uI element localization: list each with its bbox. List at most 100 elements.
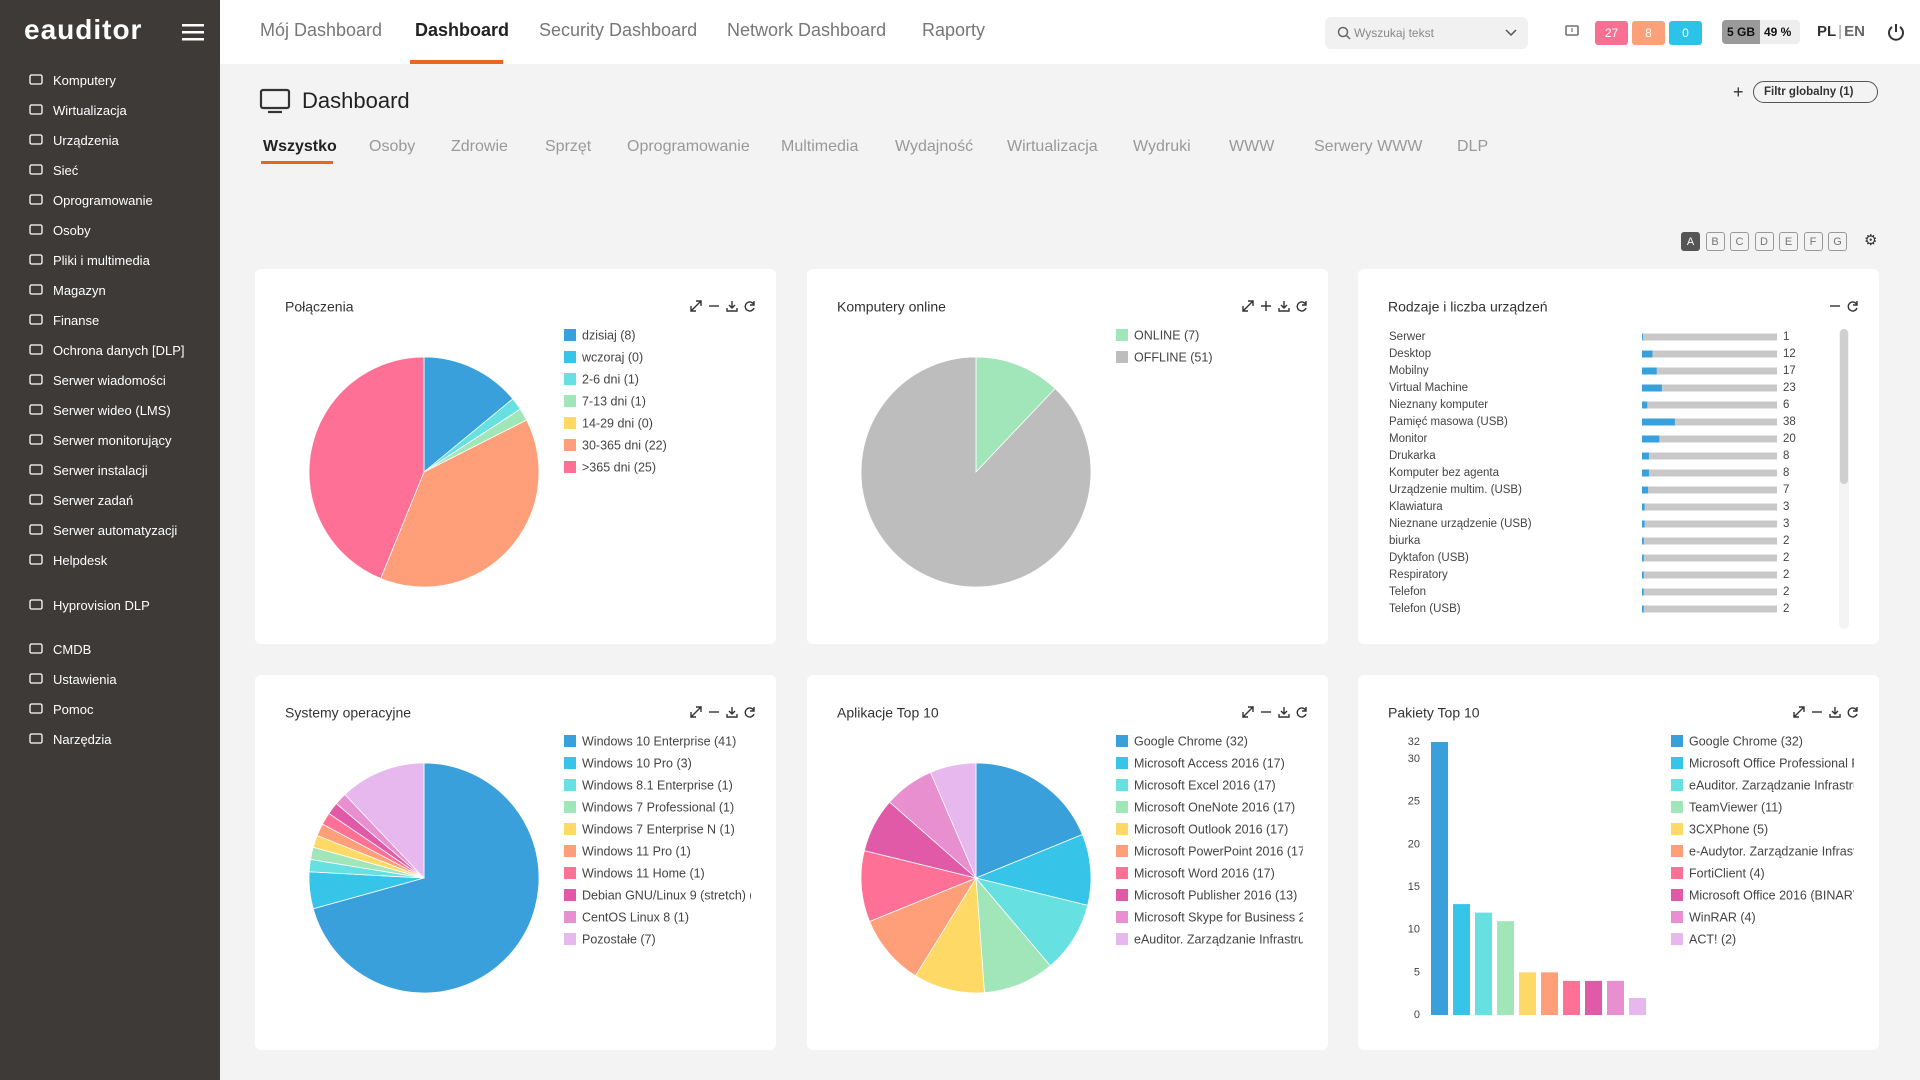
legend-label[interactable]: 2-6 dni (1) — [582, 372, 639, 386]
hamburger-icon[interactable] — [181, 22, 205, 42]
bar[interactable] — [1519, 972, 1536, 1015]
sub-tab[interactable]: Wszystko — [263, 138, 337, 155]
search-box[interactable]: Wyszukaj tekst — [1325, 17, 1528, 49]
layout-button[interactable]: A — [1681, 232, 1700, 251]
bar[interactable] — [1563, 980, 1580, 1015]
bar[interactable] — [1475, 912, 1492, 1015]
menu-item[interactable]: Magazyn — [0, 276, 220, 304]
menu-item[interactable]: Urządzenia — [0, 126, 220, 154]
language[interactable]: EN — [1844, 23, 1865, 40]
legend-label[interactable]: ACT! (2) — [1689, 932, 1736, 946]
legend-label[interactable]: Windows 10 Enterprise (41) — [582, 734, 736, 748]
power-icon[interactable] — [1887, 23, 1905, 41]
layout-button[interactable]: B — [1705, 232, 1725, 251]
pie-slice[interactable] — [860, 850, 978, 923]
pie-slice[interactable] — [860, 356, 1092, 588]
plus-icon[interactable] — [1261, 301, 1271, 311]
nav-tab[interactable]: Mój Dashboard — [260, 20, 383, 40]
refresh-icon[interactable] — [744, 301, 755, 312]
legend-label[interactable]: Google Chrome (32) — [1134, 734, 1248, 748]
legend-label[interactable]: FortiClient (4) — [1689, 866, 1765, 880]
menu-item[interactable]: Narzędzia — [0, 725, 220, 753]
legend-label[interactable]: eAuditor. Zarządzanie Infrastrukturą — [1689, 778, 1879, 792]
legend-label[interactable]: 30-365 dni (22) — [582, 438, 667, 452]
pie-slice[interactable] — [312, 762, 540, 994]
download-icon[interactable] — [726, 301, 738, 312]
menu-item[interactable]: Ustawienia — [0, 665, 220, 693]
legend-label[interactable]: wczoraj (0) — [581, 350, 643, 364]
legend-label[interactable]: Google Chrome (32) — [1689, 734, 1803, 748]
refresh-icon[interactable] — [1847, 707, 1858, 718]
refresh-icon[interactable] — [1296, 301, 1307, 312]
settings-gear[interactable]: ⚙ — [1864, 232, 1878, 249]
menu-item[interactable]: Sieć — [0, 156, 220, 184]
legend-label[interactable]: Windows 7 Enterprise N (1) — [582, 822, 735, 836]
nav-tab[interactable]: Security Dashboard — [539, 20, 698, 40]
menu-item[interactable]: Oprogramowanie — [0, 186, 220, 214]
legend-label[interactable]: 14-29 dni (0) — [582, 416, 653, 430]
refresh-icon[interactable] — [1296, 707, 1307, 718]
menu-item[interactable]: Wirtualizacja — [0, 96, 220, 124]
download-icon[interactable] — [1278, 301, 1290, 312]
menu-item[interactable]: Serwer instalacji — [0, 456, 220, 484]
pie-slice[interactable] — [929, 762, 977, 879]
legend-label[interactable]: Microsoft Excel 2016 (17) — [1134, 778, 1276, 792]
legend-label[interactable]: Microsoft PowerPoint 2016 (17) — [1134, 844, 1309, 858]
expand-icon[interactable] — [1242, 706, 1254, 718]
pie-slice[interactable] — [975, 876, 1051, 994]
layout-button[interactable]: C — [1730, 232, 1749, 251]
alert-badge[interactable]: 0 — [1669, 21, 1702, 45]
global-filter[interactable]: Filtr globalny (1) — [1753, 81, 1878, 103]
menu-item[interactable]: Serwer automatyzacji — [0, 516, 220, 544]
nav-tab[interactable]: Dashboard — [415, 20, 510, 40]
alert-badge[interactable]: 8 — [1632, 21, 1665, 45]
menu-item[interactable]: Hyprovision DLP — [0, 591, 220, 619]
menu-item[interactable]: CMDB — [0, 635, 220, 663]
pie-slice[interactable] — [423, 356, 514, 473]
menu-item[interactable]: Helpdesk — [0, 546, 220, 574]
menu-item[interactable]: Serwer wideo (LMS) — [0, 396, 220, 424]
expand-icon[interactable] — [690, 300, 702, 312]
pie-slice[interactable] — [975, 356, 1056, 474]
chat-icon[interactable] — [1565, 25, 1579, 39]
legend-label[interactable]: >365 dni (25) — [582, 460, 656, 474]
legend-label[interactable]: OFFLINE (51) — [1134, 350, 1213, 364]
expand-icon[interactable] — [1242, 300, 1254, 312]
legend-label[interactable]: eAuditor. Zarządzanie Infrastrukturą — [1134, 932, 1328, 946]
bar[interactable] — [1453, 904, 1470, 1015]
legend-label[interactable]: Windows 8.1 Enterprise (1) — [582, 778, 733, 792]
menu-item[interactable]: Komputery — [0, 66, 220, 94]
legend-label[interactable]: Microsoft Office 2016 (BINARY) — [1689, 888, 1865, 902]
pie-slice[interactable] — [975, 762, 1083, 879]
legend-label[interactable]: Microsoft OneNote 2016 (17) — [1134, 800, 1295, 814]
layout-button[interactable]: D — [1754, 232, 1774, 251]
bar[interactable] — [1585, 980, 1602, 1015]
refresh-icon[interactable] — [1847, 301, 1858, 312]
menu-item[interactable]: Finanse — [0, 306, 220, 334]
menu-item[interactable]: Serwer wiadomości — [0, 366, 220, 394]
sub-tab[interactable]: Wydruki — [1133, 138, 1191, 155]
legend-label[interactable]: Microsoft Access 2016 (17) — [1134, 756, 1285, 770]
menu-item[interactable]: Ochrona danych [DLP] — [0, 336, 220, 364]
sub-tab[interactable]: Wydajność — [895, 138, 974, 155]
sub-tab[interactable]: DLP — [1457, 138, 1489, 155]
bar[interactable] — [1541, 972, 1558, 1015]
sub-tab[interactable]: Serwery WWW — [1314, 138, 1423, 155]
pie-slice[interactable] — [974, 877, 1089, 967]
bar[interactable] — [1431, 742, 1448, 1015]
sub-tab[interactable]: Sprzęt — [545, 138, 592, 155]
add-button[interactable]: + — [1733, 82, 1744, 102]
language[interactable]: PL — [1817, 23, 1837, 40]
refresh-icon[interactable] — [744, 707, 755, 718]
sub-tab[interactable]: Wirtualizacja — [1007, 138, 1098, 155]
download-icon[interactable] — [726, 707, 738, 718]
layout-button[interactable]: E — [1779, 232, 1798, 251]
pie-slice[interactable] — [380, 419, 540, 588]
legend-label[interactable]: Windows 11 Home (1) — [582, 866, 705, 880]
legend-label[interactable]: 7-13 dni (1) — [582, 394, 646, 408]
sub-tab[interactable]: WWW — [1229, 138, 1275, 155]
legend-label[interactable]: Windows 11 Pro (1) — [582, 844, 691, 858]
legend-label[interactable]: Microsoft Word 2016 (17) — [1134, 866, 1275, 880]
legend-label[interactable]: Microsoft Publisher 2016 (13) — [1134, 888, 1297, 902]
sub-tab[interactable]: Osoby — [369, 138, 416, 155]
